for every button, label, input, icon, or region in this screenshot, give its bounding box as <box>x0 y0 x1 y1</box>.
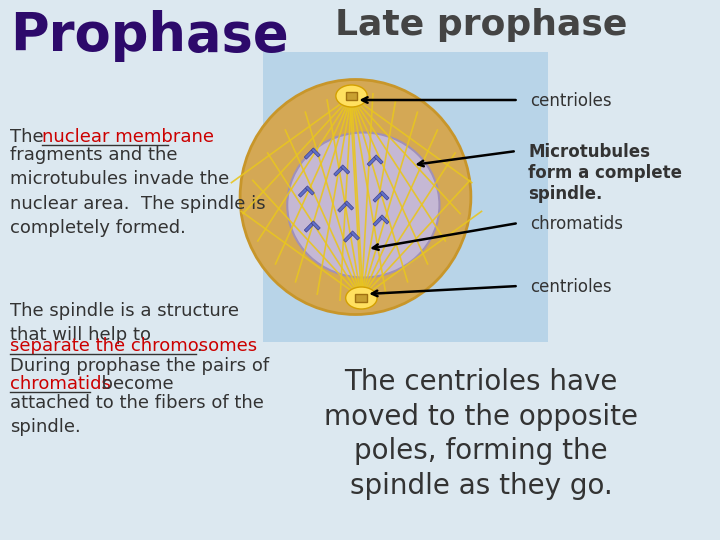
Bar <box>338 203 347 212</box>
Bar <box>305 150 313 159</box>
Text: attached to the fibers of the
spindle.: attached to the fibers of the spindle. <box>10 394 264 436</box>
Bar <box>346 92 357 100</box>
Text: centrioles: centrioles <box>531 92 612 110</box>
Text: centrioles: centrioles <box>531 278 612 296</box>
Bar <box>298 188 307 197</box>
Text: The centrioles have
moved to the opposite
poles, forming the
spindle as they go.: The centrioles have moved to the opposit… <box>324 368 638 500</box>
Bar <box>380 215 389 224</box>
Bar <box>343 233 353 242</box>
Text: Microtubules
form a complete
spindle.: Microtubules form a complete spindle. <box>528 143 683 202</box>
Bar <box>373 193 382 202</box>
Text: chromatids: chromatids <box>531 215 624 233</box>
Ellipse shape <box>287 132 439 278</box>
Bar <box>356 294 367 302</box>
Bar <box>341 165 350 174</box>
Ellipse shape <box>336 85 367 107</box>
Text: become: become <box>90 375 174 393</box>
Bar <box>334 167 343 176</box>
Text: During prophase the pairs of: During prophase the pairs of <box>10 357 269 375</box>
Bar <box>380 191 389 200</box>
Bar <box>305 223 313 232</box>
Bar <box>351 231 359 240</box>
Bar <box>367 157 376 166</box>
Text: Prophase: Prophase <box>10 10 289 62</box>
Text: The spindle is a structure
that will help to: The spindle is a structure that will hel… <box>10 302 239 345</box>
Text: Late prophase: Late prophase <box>335 8 627 42</box>
Text: separate the chromosomes: separate the chromosomes <box>10 337 257 355</box>
Ellipse shape <box>240 79 471 314</box>
Bar <box>373 217 382 226</box>
Text: nuclear membrane: nuclear membrane <box>42 128 215 146</box>
FancyBboxPatch shape <box>264 52 548 342</box>
Bar <box>311 221 320 230</box>
Text: .: . <box>197 337 202 355</box>
Bar <box>345 201 354 210</box>
Bar <box>311 148 320 157</box>
Text: chromatids: chromatids <box>10 375 111 393</box>
Bar <box>374 155 383 164</box>
Ellipse shape <box>346 287 377 309</box>
Text: fragments and the
microtubules invade the
nuclear area.  The spindle is
complete: fragments and the microtubules invade th… <box>10 146 266 237</box>
Bar <box>305 186 315 195</box>
Text: The: The <box>10 128 49 146</box>
